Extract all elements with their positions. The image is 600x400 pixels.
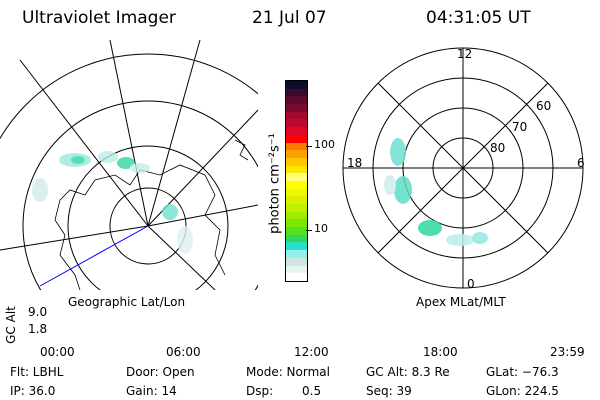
colorbar-segment [286,111,307,120]
colorbar-segment [286,196,307,204]
colorbar-tick-100: 100 [314,138,335,151]
gc-alt-status: GC Alt: 8.3 Re [366,365,450,379]
colorbar-segment [286,250,307,258]
aurora-emission [32,151,193,254]
mode-status: Mode: Normal [246,365,330,379]
timeline-ylabel: GC Alt [3,306,18,344]
lat-label-80: 80 [490,141,506,155]
aurora-oval [384,138,488,246]
mlt-label-0: 0 [467,277,475,291]
colorbar-segment [286,219,307,228]
colorbar-segment [286,104,307,112]
colorbar-segment [286,242,307,251]
mlt-label-12: 12 [457,47,473,61]
dsp-label: Dsp: [246,384,274,398]
glon-status: GLon: 224.5 [486,384,559,398]
colorbar-segment [286,142,307,151]
colorbar-segment [286,273,307,281]
colorbar-segment [286,257,307,266]
dsp-value: 0.5 [302,384,322,398]
colorbar-segment [286,227,307,235]
colorbar-segment [286,96,307,105]
mlt-label-18: 18 [347,156,363,170]
colorbar-segment [286,150,307,158]
colorbar-segment [286,81,307,89]
colorbar-segment [286,265,307,274]
colorbar-segment [286,188,307,197]
xtick-1800: 18:00 [423,345,458,359]
xtick-2359: 23:59 [550,345,585,359]
colorbar-segment [286,157,307,166]
colorbar-segment [286,134,307,143]
colorbar-label: photon cm⁻²s⁻¹ [267,133,283,234]
gain-status: Gain: 14 [126,384,177,398]
geographic-map [0,40,258,290]
filter-status: Flt: LBHL [10,365,64,379]
door-status: Door: Open [126,365,195,379]
sun-direction-line [39,225,149,287]
mlt-label-6: 6 [577,156,585,170]
colorbar-segment [286,127,307,135]
date-label: 21 Jul 07 [252,8,327,28]
colorbar-tick-10: 10 [314,222,328,235]
colorbar-segment [286,88,307,97]
time-label: 04:31:05 UT [426,8,531,28]
colorbar-segment [286,211,307,220]
apex-label: Apex MLat/MLT [416,295,506,309]
xtick-1200: 12:00 [294,345,329,359]
colorbar-segment [286,119,307,128]
glat-status: GLat: −76.3 [486,365,559,379]
lat-label-60: 60 [536,99,552,113]
geographic-label: Geographic Lat/Lon [68,295,186,309]
ytick-9: 9.0 [28,305,48,319]
instrument-title: Ultraviolet Imager [22,8,176,28]
colorbar-segment [286,234,307,243]
colorbar-segment [286,204,307,212]
colorbar-segment [286,165,307,174]
xtick-0000: 00:00 [40,345,75,359]
colorbar-ticks [306,80,312,280]
colorbar-segment [286,180,307,189]
xtick-0600: 06:00 [166,345,201,359]
lat-label-70: 70 [512,120,528,134]
colorbar-segment [286,173,307,181]
seq-status: Seq: 39 [366,384,412,398]
colorbar [285,80,308,282]
ytick-1-8: 1.8 [28,322,48,336]
ip-status: IP: 36.0 [10,384,56,398]
